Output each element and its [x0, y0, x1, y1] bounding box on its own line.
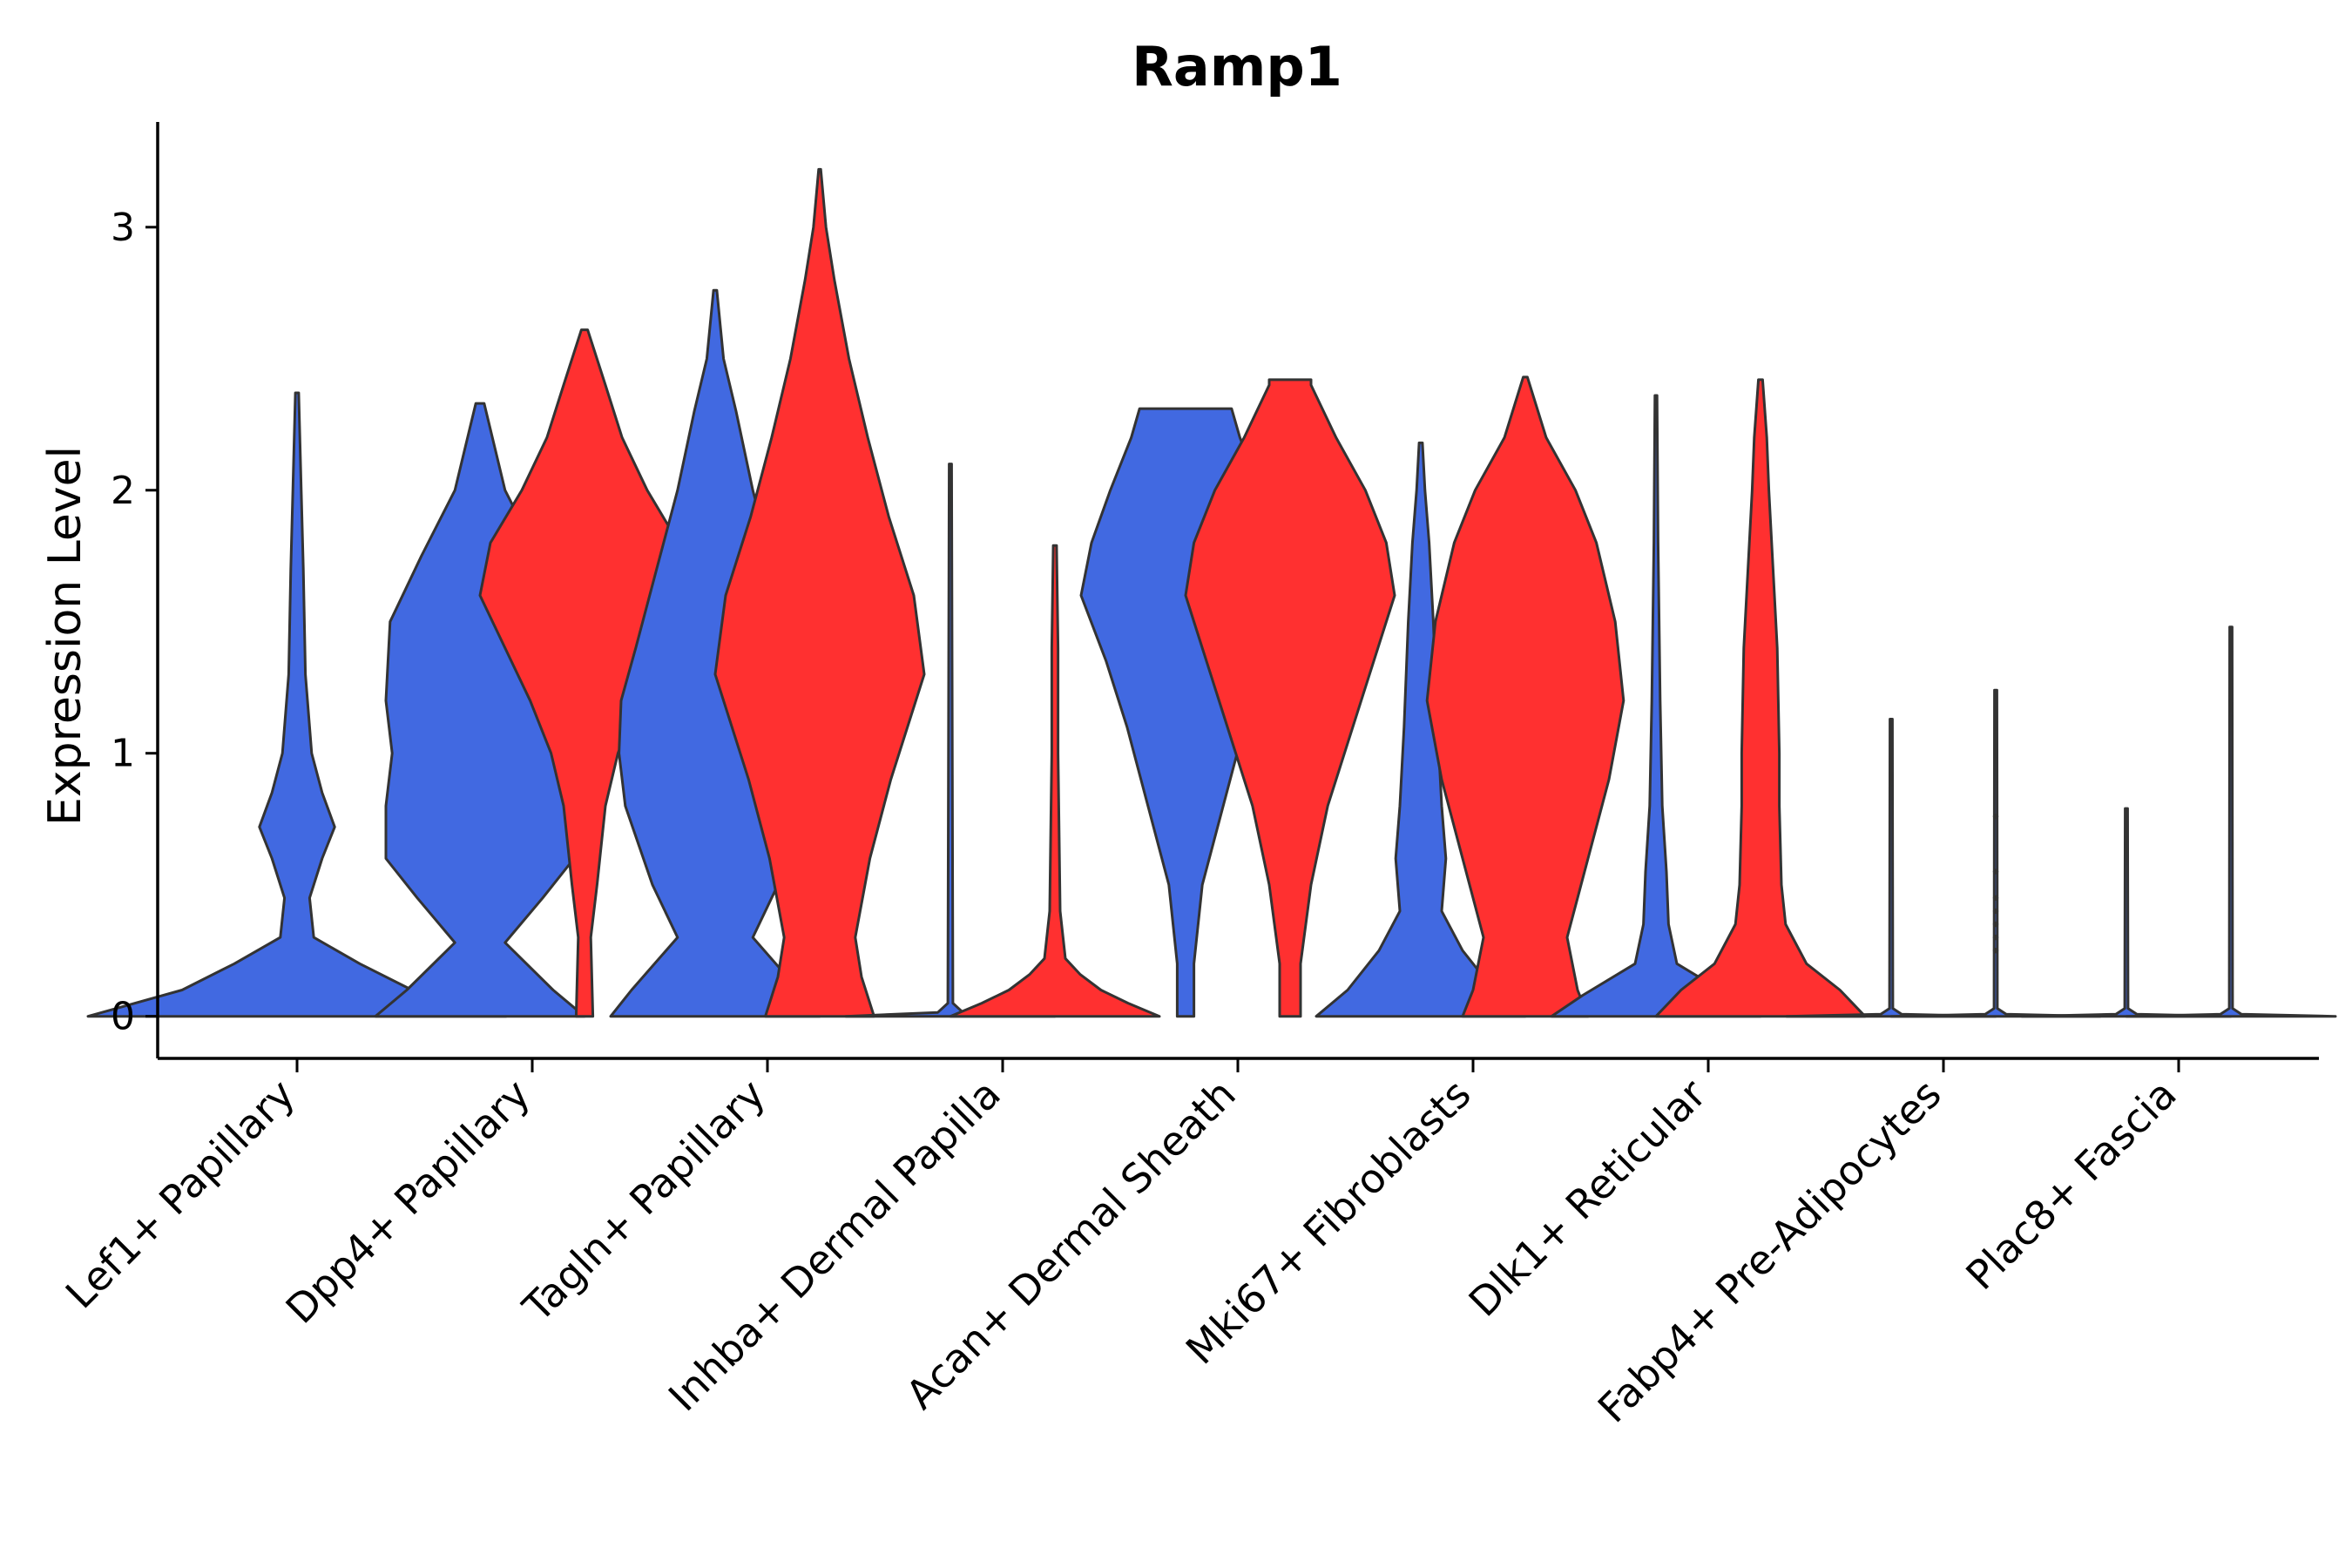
y-tick-label: 1 [111, 732, 135, 776]
y-tick-label: 0 [111, 995, 135, 1039]
outlier-point [1992, 814, 1999, 820]
x-tick-label: Lef1+ Papillary [57, 1071, 304, 1318]
violin-6 [844, 463, 1057, 1018]
violin-13 [1654, 378, 1867, 1018]
outlier-point [1992, 895, 1999, 902]
y-axis: 0 1 2 3 [111, 122, 159, 1058]
violin-9 [1184, 378, 1396, 1018]
outlier-point [1992, 934, 1999, 941]
violin-16 [2020, 807, 2233, 1018]
x-tick-label: Dpp4+ Papillary [277, 1071, 539, 1333]
outlier-point [1992, 921, 1999, 928]
violin-14 [1785, 718, 1997, 1018]
violin-10 [1315, 441, 1527, 1018]
violin-5 [713, 167, 926, 1018]
y-tick-label: 2 [111, 469, 135, 513]
violin-17 [2125, 625, 2337, 1018]
chart-title: Ramp1 [1132, 35, 1342, 98]
violin-7 [949, 544, 1161, 1018]
x-tick-label: Dlk1+ Reticular [1460, 1071, 1715, 1326]
violin-1 [86, 391, 508, 1018]
outlier-point [1992, 948, 1999, 954]
violin-group [86, 167, 2337, 1018]
outlier-point [1992, 908, 1999, 915]
violin-12 [1550, 394, 1762, 1018]
y-axis-label: Expression Level [39, 446, 91, 826]
outlier-point [1992, 868, 1999, 875]
y-tick-label: 3 [111, 206, 135, 250]
violin-15 [1889, 688, 2102, 1018]
x-tick-label: Plac8+ Fascia [1957, 1071, 2185, 1299]
violin-11 [1425, 375, 1625, 1018]
x-tick-label: Tagln+ Papillary [513, 1071, 774, 1332]
